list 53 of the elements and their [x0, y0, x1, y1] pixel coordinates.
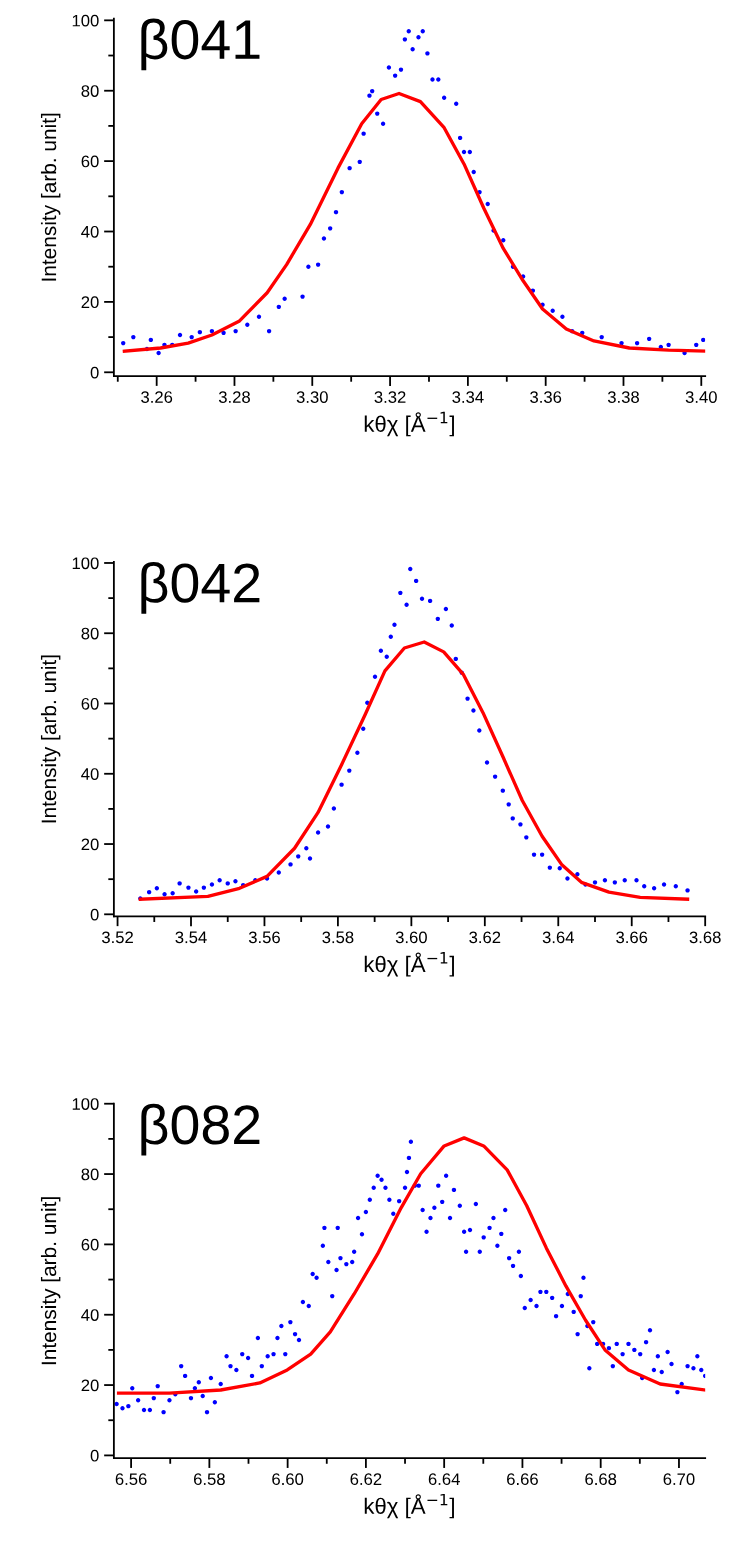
x-tick-label: 3.26 [141, 391, 173, 403]
x-tick-label: 3.56 [248, 931, 280, 944]
chart-title: β082 [141, 1103, 260, 1156]
y-tick-label: 60 [81, 697, 99, 710]
y-tick-label: 80 [81, 1168, 99, 1181]
x-tick-label: 3.60 [395, 931, 427, 944]
x-tick-label: 6.58 [193, 1473, 225, 1486]
y-tick-label: 0 [90, 1449, 99, 1462]
x-tick-label: 3.66 [616, 931, 648, 944]
y-tick-label: 80 [81, 627, 99, 640]
y-tick-label: 60 [81, 1238, 99, 1251]
x-axis-title: kθχ [Å$^{−1}$] [364, 952, 454, 977]
x-tick-label: 6.64 [428, 1473, 460, 1486]
x-tick-label: 3.38 [607, 391, 639, 403]
x-tick-label: 3.68 [689, 931, 721, 944]
x-tick-label: 3.58 [322, 931, 354, 944]
x-tick-label: 3.28 [218, 391, 250, 403]
x-tick-label: 3.64 [542, 931, 575, 944]
y-tick-label: 40 [81, 768, 99, 780]
x-tick-label: 3.52 [101, 931, 133, 944]
y-axis-title: Intensity [arb. unit] [40, 655, 61, 823]
x-tick-label: 6.68 [585, 1473, 617, 1486]
x-tick-label: 3.32 [374, 391, 406, 403]
x-tick-label: 6.60 [272, 1473, 304, 1486]
y-tick-label: 100 [72, 1098, 99, 1110]
x-tick-label: 6.56 [115, 1473, 147, 1486]
x-tick-label: 3.62 [469, 931, 501, 944]
chart-title: β041 [141, 18, 260, 71]
y-tick-label: 40 [81, 225, 99, 238]
x-axis-title: kθχ [Å$^{−1}$] [364, 1493, 454, 1519]
y-tick-label: 20 [81, 1379, 99, 1392]
y-axis-title: Intensity [arb. unit] [40, 1197, 61, 1365]
y-tick-label: 60 [81, 155, 99, 168]
y-tick-label: 0 [90, 908, 99, 921]
x-axis-title: kθχ [Å$^{−1}$] [364, 411, 454, 437]
x-tick-label: 6.66 [507, 1473, 538, 1486]
chart-title: β042 [141, 561, 260, 614]
y-tick-label: 0 [90, 366, 99, 379]
x-tick-label: 3.34 [452, 391, 484, 403]
x-tick-label: 3.40 [685, 391, 717, 403]
x-tick-label: 3.36 [530, 391, 562, 403]
x-tick-label: 3.54 [175, 931, 207, 944]
y-tick-label: 100 [72, 557, 99, 570]
y-tick-label: 100 [72, 14, 99, 27]
x-tick-label: 6.70 [663, 1473, 695, 1486]
line-series [138, 640, 690, 901]
y-tick-label: 80 [81, 85, 99, 97]
x-tick-label: 3.30 [296, 391, 328, 403]
x-tick-label: 6.62 [350, 1473, 382, 1486]
y-tick-label: 20 [81, 838, 99, 851]
y-tick-label: 20 [81, 296, 99, 309]
y-tick-label: 40 [81, 1309, 99, 1321]
y-axis-title: Intensity [arb. unit] [40, 113, 61, 281]
